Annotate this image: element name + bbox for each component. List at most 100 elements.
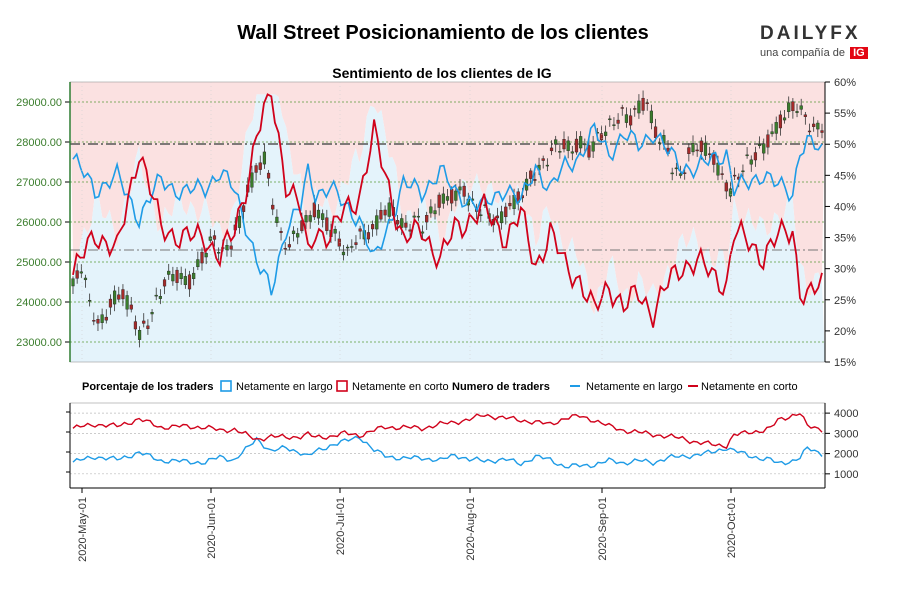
candle-body <box>504 206 508 218</box>
pct-tick-label: 15% <box>834 357 856 369</box>
pct-tick-label: 30% <box>834 264 856 276</box>
candle-body <box>395 220 400 225</box>
chart-title: Wall Street Posicionamiento de los clien… <box>237 22 649 44</box>
candle-body <box>624 114 629 123</box>
candle-body <box>720 173 724 175</box>
pct-tick-label: 60% <box>834 77 856 89</box>
candle-body <box>71 278 75 287</box>
candle-body <box>354 242 358 245</box>
candle-body <box>462 185 466 197</box>
date-axis: 2020-May-01 2020-Jun-01 2020-Jul-01 2020-Au… <box>70 82 825 562</box>
candle-body <box>683 172 687 174</box>
dailyfx-logo: DAILYFX una compañía de IG <box>760 24 870 59</box>
legend-pct-short: Netamente en corto <box>352 381 449 393</box>
date-tick-label: 2020-Jun-01 <box>206 497 218 559</box>
candle-body <box>533 179 537 181</box>
pct-tick-label: 35% <box>834 233 856 245</box>
candle-body <box>358 228 362 232</box>
candle-body <box>620 107 624 109</box>
candle-body <box>795 111 799 113</box>
candle-body <box>75 270 79 279</box>
candle-body <box>129 304 133 310</box>
candle-body <box>258 162 262 170</box>
pct-tick-label: 25% <box>834 295 856 307</box>
candle-body <box>766 134 770 148</box>
candle-body <box>803 114 807 117</box>
date-tick-label: 2020-Aug-01 <box>465 497 477 561</box>
candle-body <box>337 238 341 247</box>
candle-body <box>146 325 150 329</box>
upper-panel: 23000.00 24000.00 25000.00 26000.00 27000.00… <box>16 77 856 369</box>
candle-body <box>96 319 100 324</box>
candle-body <box>225 245 229 251</box>
logo-tagline: una compañía de <box>760 47 846 59</box>
candle-body <box>204 253 208 258</box>
date-tick-label: 2020-Oct-01 <box>726 497 738 558</box>
candle-body <box>217 252 221 254</box>
candle-body <box>416 215 420 218</box>
candle-body <box>375 215 379 230</box>
candle-body <box>187 274 192 290</box>
price-tick-label: 23000.00 <box>16 337 62 349</box>
legend-long-box <box>220 380 232 392</box>
candle-body <box>703 142 708 156</box>
candle-body <box>708 153 712 155</box>
price-tick-label: 29000.00 <box>16 97 62 109</box>
legend-count-short: Netamente en corto <box>701 381 798 393</box>
candle-body <box>325 217 329 231</box>
candle-body <box>316 209 321 219</box>
candle-body <box>653 126 658 138</box>
candle-body <box>733 174 737 177</box>
candle-body <box>570 151 574 154</box>
candle-body <box>599 133 604 141</box>
candle-body <box>554 139 558 145</box>
candle-body <box>645 102 649 104</box>
candle-body <box>579 136 583 149</box>
count-tick-label: 1000 <box>834 469 858 481</box>
candle-body <box>699 140 703 152</box>
candle-body <box>271 204 275 210</box>
legend-pct-long: Netamente en largo <box>236 381 333 393</box>
candle-body <box>437 194 441 208</box>
candle-body <box>633 108 637 110</box>
candle-body <box>757 144 762 146</box>
candle-body <box>400 218 404 228</box>
candle-body <box>749 159 753 165</box>
candle-body <box>308 215 312 222</box>
candle-body <box>724 182 728 192</box>
candle-body <box>529 170 533 179</box>
candle-body <box>196 259 200 268</box>
candle-body <box>745 154 749 157</box>
candle-body <box>820 130 824 133</box>
candle-body <box>200 251 204 264</box>
candle-body <box>425 215 429 223</box>
candle-body <box>262 151 267 165</box>
pct-tick-label: 45% <box>834 170 856 182</box>
lower-panel-legend: Porcentaje de los traders Netamente en la… <box>82 380 798 393</box>
logo-brand: DAILYFX <box>760 23 861 44</box>
candle-body <box>770 131 774 135</box>
candle-body <box>296 233 300 238</box>
candle-body <box>92 320 96 322</box>
candle-body <box>412 215 416 218</box>
candle-body <box>695 149 699 152</box>
candle-body <box>167 270 171 275</box>
candle-body <box>275 216 279 223</box>
candle-body <box>183 276 187 286</box>
candle-body <box>612 124 616 126</box>
candle-body <box>549 147 554 152</box>
candle-body <box>637 100 641 114</box>
candle-body <box>171 274 175 282</box>
candle-body <box>341 251 346 256</box>
date-tick-label: 2020-Jul-01 <box>335 497 347 555</box>
candle-body <box>508 202 512 207</box>
candle-body <box>778 114 782 129</box>
lower-panel: 1000 2000 3000 4000 <box>66 402 858 489</box>
legend-pct-title: Porcentaje de los traders <box>82 381 213 393</box>
candle-body <box>304 215 308 223</box>
candle-body <box>454 190 458 201</box>
candle-body <box>408 229 412 232</box>
candle-body <box>495 215 500 219</box>
candle-body <box>366 232 371 240</box>
candle-body <box>291 230 296 235</box>
